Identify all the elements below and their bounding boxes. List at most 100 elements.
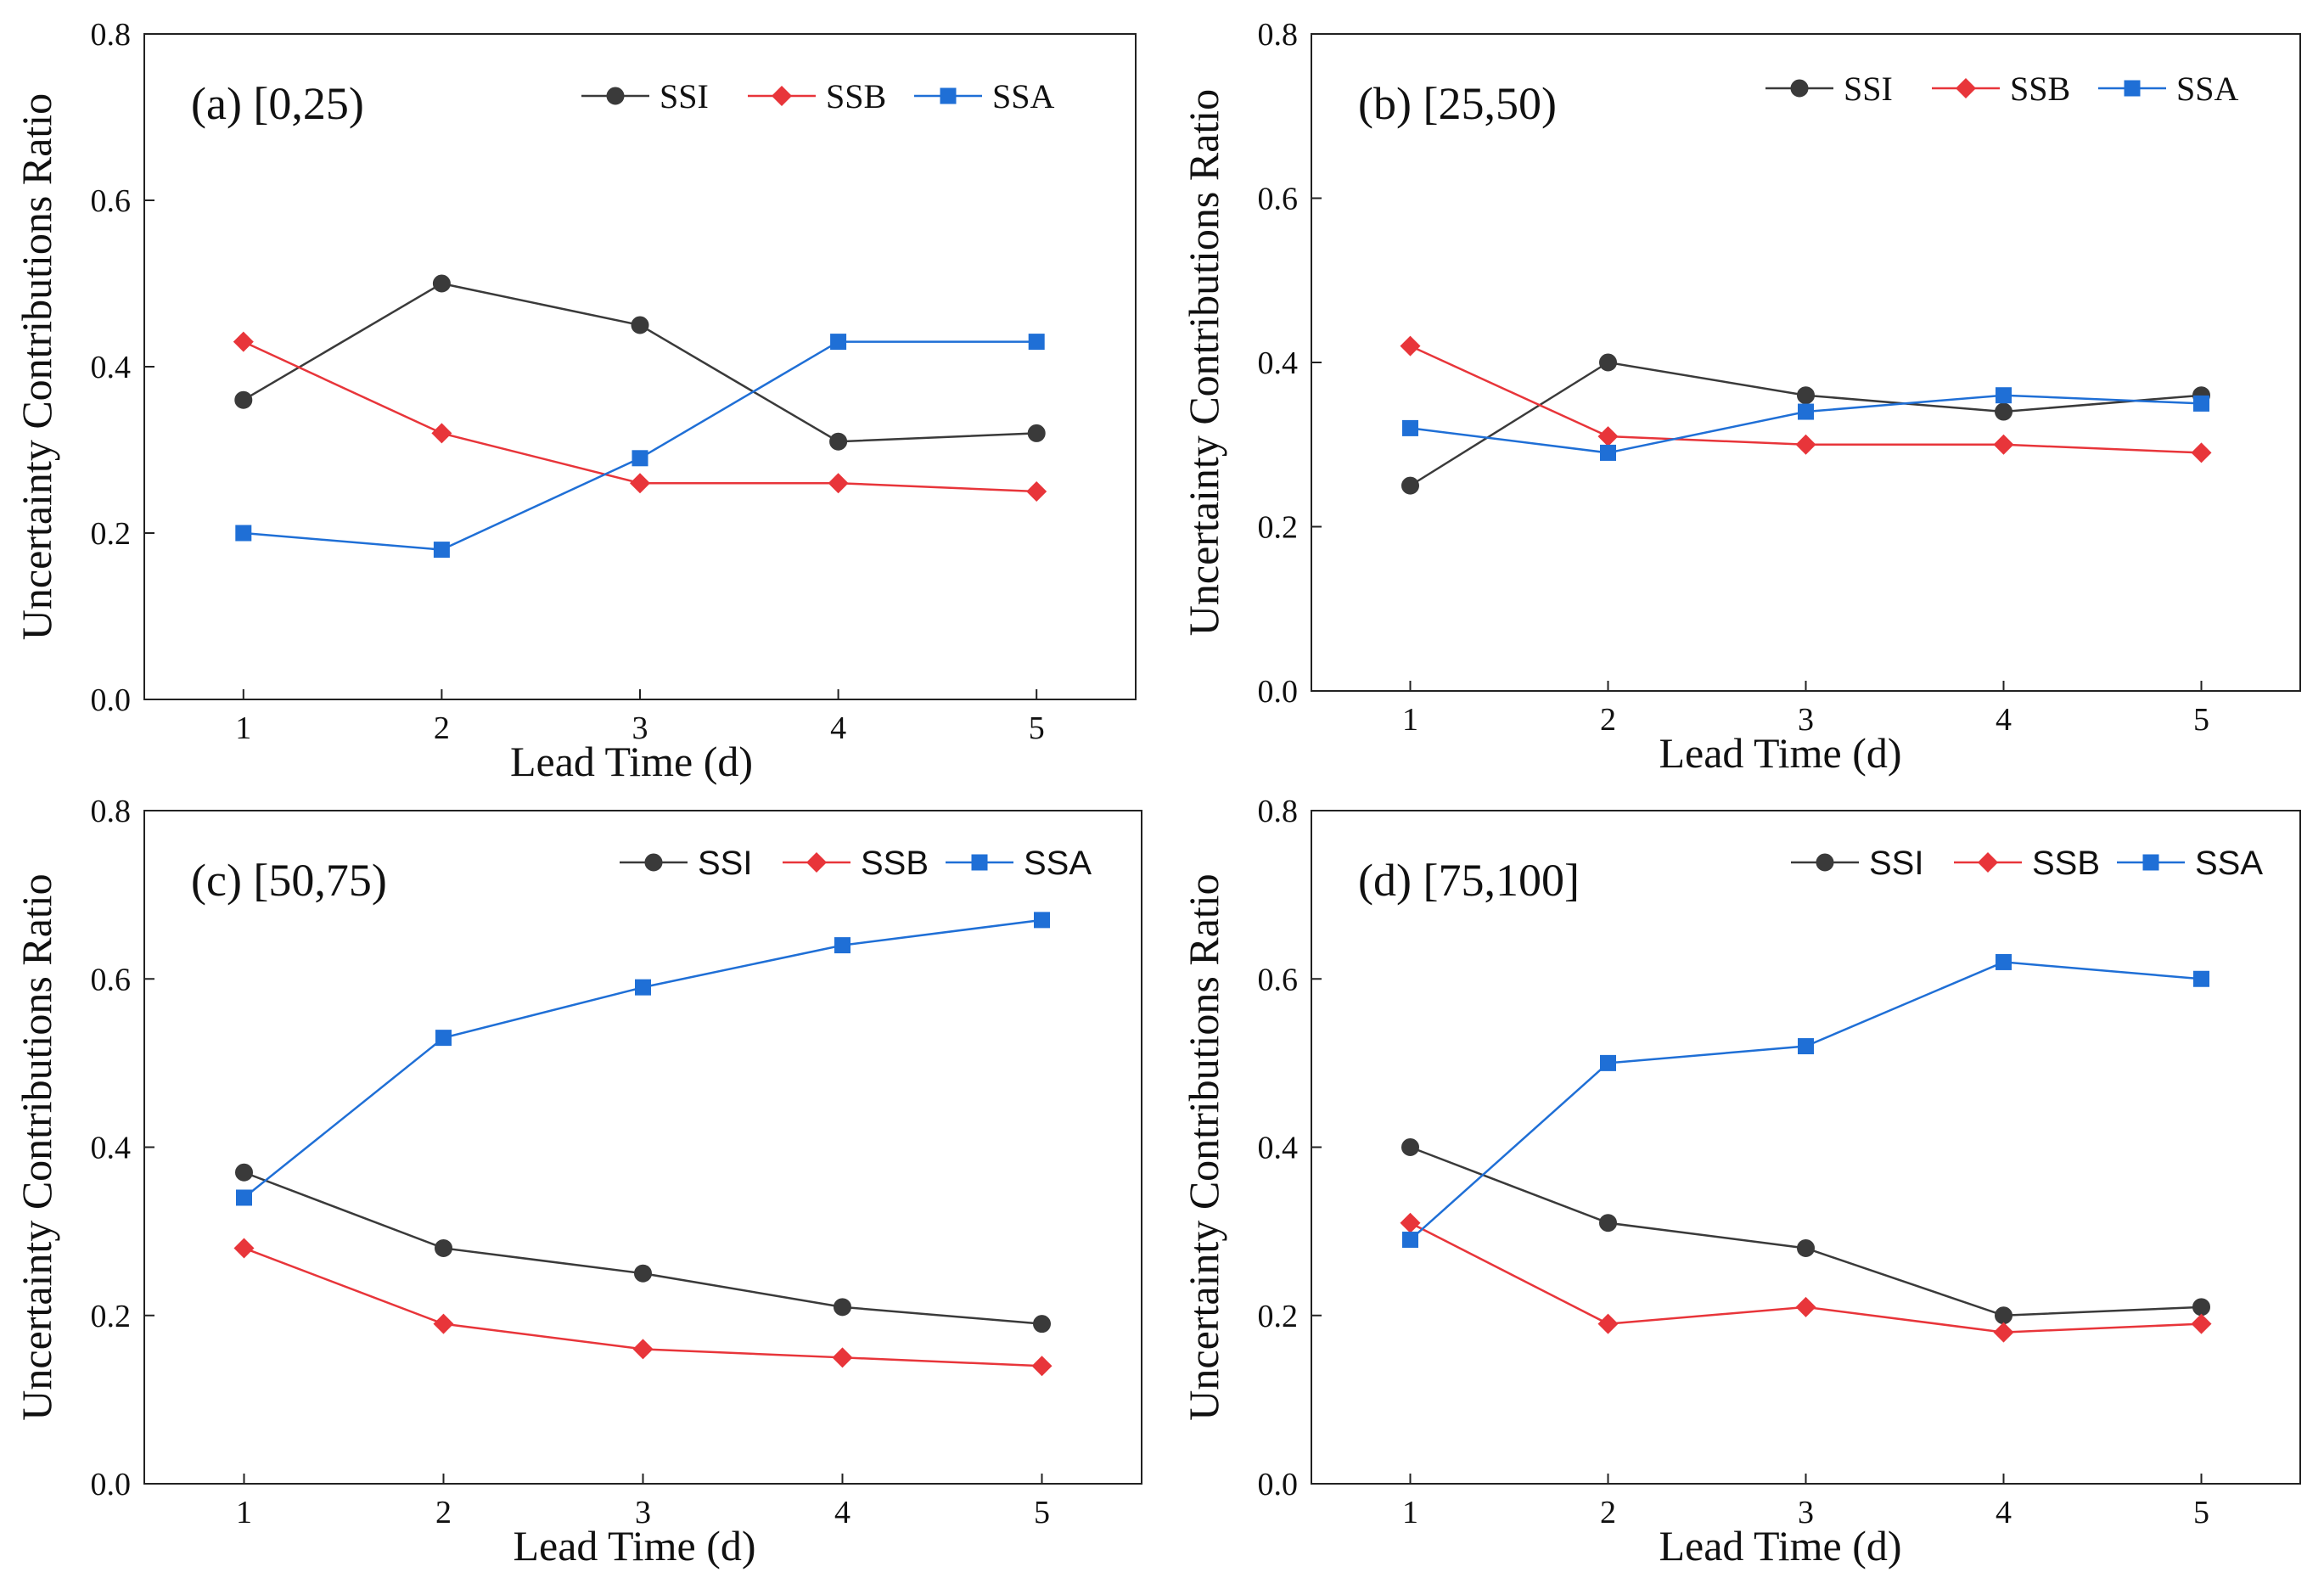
- y-tick-label-b: 0.6: [1258, 182, 1299, 217]
- y-tick-label-b: 0.2: [1258, 510, 1299, 546]
- x-tick-label-c: 2: [435, 1495, 452, 1530]
- legend-label-ssb: SSB: [861, 845, 929, 882]
- data-point-ssb: [433, 1313, 454, 1334]
- data-point-ssa: [834, 937, 850, 954]
- legend-a: SSI SSB SSA: [581, 77, 1054, 115]
- data-point-ssa: [1402, 419, 1418, 436]
- legend-marker-ssi: [1790, 79, 1809, 98]
- panel-a: 0.0 0.2 0.4 0.6 0.8 1 2 3 4 5 Lead Time (d) Uncerta…: [13, 17, 1137, 785]
- data-point-ssi: [1995, 402, 2012, 421]
- data-point-ssa: [1798, 403, 1814, 420]
- x-tick-label-b: 2: [1600, 702, 1616, 738]
- data-point-ssi: [834, 1298, 851, 1317]
- data-point-ssb: [431, 423, 452, 444]
- data-point-ssi: [435, 1238, 452, 1257]
- data-point-ssb: [828, 473, 849, 494]
- data-point-ssb: [1597, 1313, 1619, 1334]
- y-tick-label-c: 0.4: [91, 1131, 132, 1166]
- series-line-ssb: [243, 340, 1037, 493]
- data-point-ssi: [1995, 1306, 2012, 1325]
- data-point-ssi: [631, 316, 649, 334]
- x-tick-label-a: 5: [1029, 710, 1045, 746]
- legend-marker-ssb: [1956, 78, 1976, 98]
- series-line-ssi: [1409, 361, 2202, 487]
- y-tick-label-b: 0.8: [1258, 17, 1299, 53]
- legend-label-ssb: SSB: [2010, 70, 2070, 108]
- data-point-ssi: [432, 274, 451, 293]
- data-point-ssb: [233, 331, 254, 352]
- series-line-ssa: [243, 918, 1042, 1199]
- legend-marker-ssb: [1978, 852, 1998, 873]
- data-point-ssa: [1402, 1232, 1418, 1249]
- data-point-ssa: [435, 1030, 452, 1047]
- legend-marker-ssa: [971, 854, 988, 871]
- data-point-ssb: [1031, 1356, 1053, 1377]
- series-line-ssi: [243, 282, 1037, 443]
- data-point-ssa: [1996, 387, 2012, 404]
- series-ssa-d: [1402, 953, 2209, 1249]
- data-point-ssi: [1027, 424, 1046, 442]
- series-ssa-a: [235, 334, 1045, 559]
- y-axis-label-b: Uncertainty Contributions Ratio: [1180, 89, 1227, 636]
- data-point-ssi: [829, 432, 848, 451]
- x-tick-label-d: 3: [1798, 1495, 1814, 1530]
- x-tick-label-d: 2: [1600, 1495, 1616, 1530]
- y-tick-label-a: 0.6: [91, 183, 132, 219]
- x-tick-label-a: 1: [235, 710, 251, 746]
- series-line-ssi: [244, 1171, 1042, 1325]
- x-tick-label-b: 5: [2193, 702, 2209, 738]
- x-tick-label-b: 3: [1798, 702, 1814, 738]
- legend-b: SSI SSB SSA: [1765, 70, 2238, 108]
- data-point-ssb: [2191, 1313, 2212, 1334]
- legend-marker-ssa: [2124, 80, 2141, 97]
- legend-label-ssa: SSA: [992, 77, 1054, 115]
- series-ssi-b: [1401, 353, 2210, 495]
- legend-marker-ssi: [606, 87, 625, 105]
- y-axis-label-a: Uncertainty Contributions Ratio: [13, 93, 60, 640]
- panel-d: 0.0 0.2 0.4 0.6 0.8 1 2 3 4 5 Lead Time (d) Uncerta…: [1180, 794, 2301, 1569]
- x-axis-label-b: Lead Time (d): [1659, 729, 1901, 777]
- data-point-ssb: [233, 1238, 255, 1259]
- data-point-ssa: [1034, 912, 1050, 929]
- series-ssb-a: [233, 331, 1047, 502]
- y-tick-label-d: 0.2: [1258, 1299, 1299, 1334]
- legend-label-ssa: SSA: [2176, 70, 2238, 108]
- series-ssb-c: [233, 1238, 1053, 1377]
- y-tick-label-d: 0.8: [1258, 794, 1299, 829]
- panel-label-c: (c) [50,75): [191, 855, 387, 906]
- y-axis-label-d: Uncertainty Contributions Ratio: [1180, 873, 1227, 1420]
- y-tick-label-d: 0.4: [1258, 1131, 1299, 1166]
- data-point-ssb: [1795, 434, 1816, 455]
- y-tick-label-a: 0.2: [91, 516, 132, 552]
- legend-c: SSI SSB SSA: [620, 845, 1092, 882]
- plot-frame-d: [1311, 810, 2301, 1485]
- legend-label-ssb: SSB: [826, 77, 886, 115]
- y-tick-label-b: 0.4: [1258, 345, 1299, 381]
- data-point-ssb: [1400, 1212, 1421, 1233]
- data-point-ssa: [1798, 1038, 1814, 1055]
- data-point-ssi: [2192, 1298, 2210, 1317]
- legend-label-ssa: SSA: [1024, 845, 1092, 882]
- x-tick-label-b: 4: [1996, 702, 2012, 738]
- x-axis-label-d: Lead Time (d): [1659, 1522, 1901, 1569]
- data-point-ssi: [1797, 1238, 1815, 1257]
- legend-label-ssi: SSI: [660, 77, 709, 115]
- data-point-ssa: [2193, 970, 2209, 987]
- panel-label-d: (d) [75,100]: [1358, 855, 1580, 906]
- y-tick-label-a: 0.4: [91, 350, 132, 385]
- legend-label-ssa: SSA: [2195, 845, 2263, 882]
- data-point-ssa: [632, 450, 648, 467]
- data-point-ssi: [1033, 1315, 1051, 1334]
- legend-marker-ssi: [644, 853, 663, 872]
- y-tick-label-b: 0.0: [1258, 674, 1299, 710]
- x-axis-label-a: Lead Time (d): [510, 738, 753, 785]
- legend-label-ssi: SSI: [698, 845, 752, 882]
- data-point-ssb: [1993, 1322, 2014, 1343]
- data-point-ssi: [1401, 476, 1419, 495]
- data-point-ssb: [1795, 1296, 1816, 1317]
- series-ssb-b: [1400, 335, 2212, 463]
- data-point-ssi: [235, 1163, 253, 1182]
- plot-frame-b: [1311, 33, 2301, 692]
- series-ssa-c: [236, 912, 1050, 1206]
